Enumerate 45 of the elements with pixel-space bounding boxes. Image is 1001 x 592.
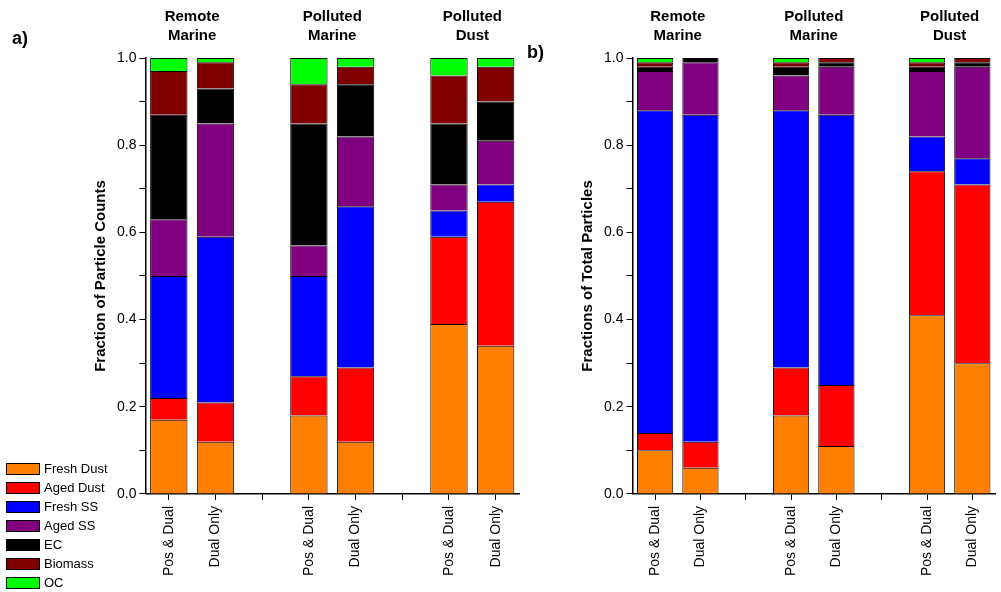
bar [430,123,468,185]
legend-label: Fresh Dust [44,461,108,476]
legend-label: Fresh SS [44,499,99,514]
legend-label: Aged Dust [44,480,105,495]
text: Polluted Dust [442,7,502,43]
x-tick-label: Dual Only [827,505,844,568]
x-tick-label: Dual Only [486,505,503,568]
bar [682,58,719,63]
y-tick-label: 0.0 [116,484,137,501]
y-tick-label: 1.0 [603,48,624,65]
text: Polluted Marine [302,7,362,43]
bar [290,123,328,246]
y-tick-label: 0.6 [603,223,624,240]
text: Polluted Marine [784,7,844,43]
bar [818,62,855,67]
x-tick-label: Pos & Dual [159,505,176,577]
x-tick-label: Dual Only [963,505,980,568]
x-tick-label: Dual Only [206,505,223,568]
legend-label: Aged SS [44,518,96,533]
x-tick-label: Pos & Dual [645,505,662,577]
y-tick-label: 0.2 [116,397,137,414]
x-tick-label: Pos & Dual [439,505,456,577]
x-tick-label: Dual Only [346,505,363,568]
y-tick-label: 0.0 [603,484,624,501]
text: Polluted Dust [920,7,980,43]
y-tick-label: 0.4 [116,310,137,327]
text: Remote Marine [650,7,706,43]
legend-label: Biomass [44,556,94,571]
y-tick-label: 0.8 [116,136,137,153]
x-tick-label: Dual Only [691,505,708,568]
y-axis-title: Fractions of Total Particles [578,180,596,372]
x-tick-label: Pos & Dual [917,505,934,577]
y-tick-label: 0.6 [116,223,137,240]
y-tick-label: 0.8 [603,136,624,153]
x-tick-label: Pos & Dual [781,505,798,577]
legend-label: EC [44,537,63,552]
text: b) [527,42,544,62]
y-tick-label: 0.4 [603,310,624,327]
y-axis-title: Fraction of Particle Counts [91,180,109,372]
text: Remote Marine [164,7,220,43]
y-tick-label: 1.0 [116,48,137,65]
legend-label: OC [44,575,64,590]
x-tick-label: Pos & Dual [299,505,316,577]
text: a) [12,28,29,48]
y-tick-label: 0.2 [603,397,624,414]
